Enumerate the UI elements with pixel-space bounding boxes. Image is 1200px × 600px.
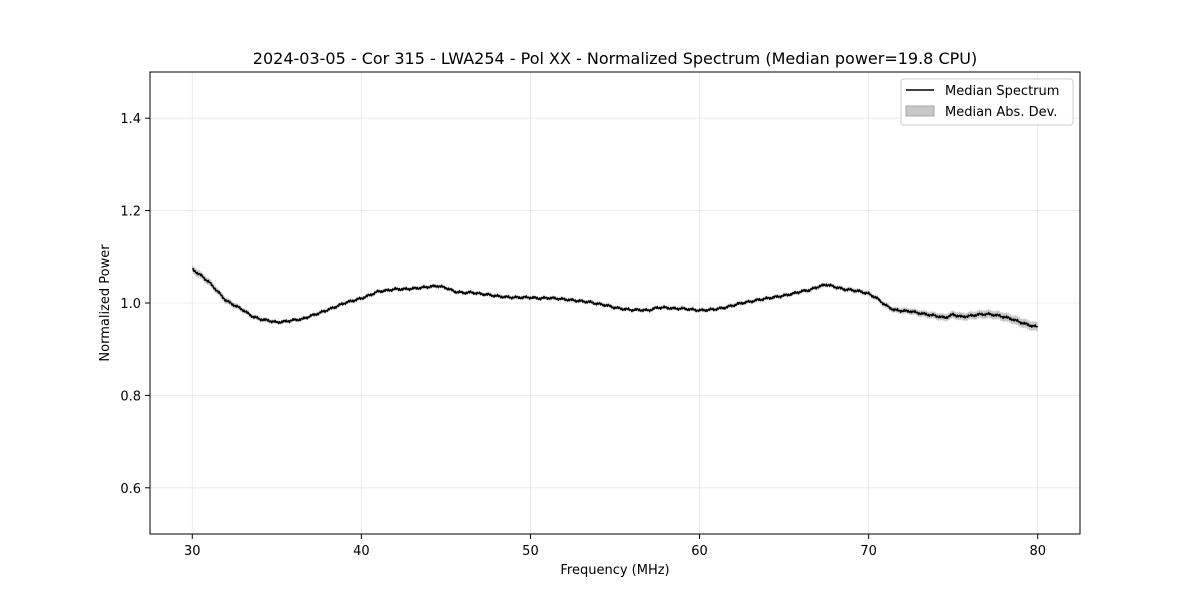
- legend-band-swatch: [905, 105, 935, 117]
- y-axis-label: Normalized Power: [98, 244, 113, 362]
- median-spectrum-line: [192, 267, 1039, 328]
- x-tick-label: 70: [860, 544, 877, 559]
- y-tick-label: 0.6: [120, 482, 141, 497]
- y-axis: 0.6 0.8 1.0 1.2 1.4: [120, 112, 150, 497]
- y-tick-label: 1.0: [120, 297, 141, 312]
- median-line-layer: [192, 267, 1039, 328]
- x-tick-label: 80: [1029, 544, 1046, 559]
- x-tick-label: 30: [184, 544, 201, 559]
- x-axis: 30 40 50 60 70 80: [184, 534, 1046, 559]
- legend: Median Spectrum Median Abs. Dev.: [900, 78, 1074, 126]
- y-tick-label: 1.4: [120, 112, 141, 127]
- x-tick-label: 40: [353, 544, 370, 559]
- x-axis-label: Frequency (MHz): [560, 563, 669, 578]
- legend-entry-median-abs-dev: Median Abs. Dev.: [945, 105, 1057, 120]
- x-tick-label: 50: [522, 544, 539, 559]
- y-tick-label: 1.2: [120, 205, 141, 220]
- x-tick-label: 60: [691, 544, 708, 559]
- chart-title: 2024-03-05 - Cor 315 - LWA254 - Pol XX -…: [253, 49, 977, 68]
- legend-box: [900, 78, 1074, 126]
- y-tick-label: 0.8: [120, 389, 141, 404]
- legend-entry-median-spectrum: Median Spectrum: [945, 84, 1059, 99]
